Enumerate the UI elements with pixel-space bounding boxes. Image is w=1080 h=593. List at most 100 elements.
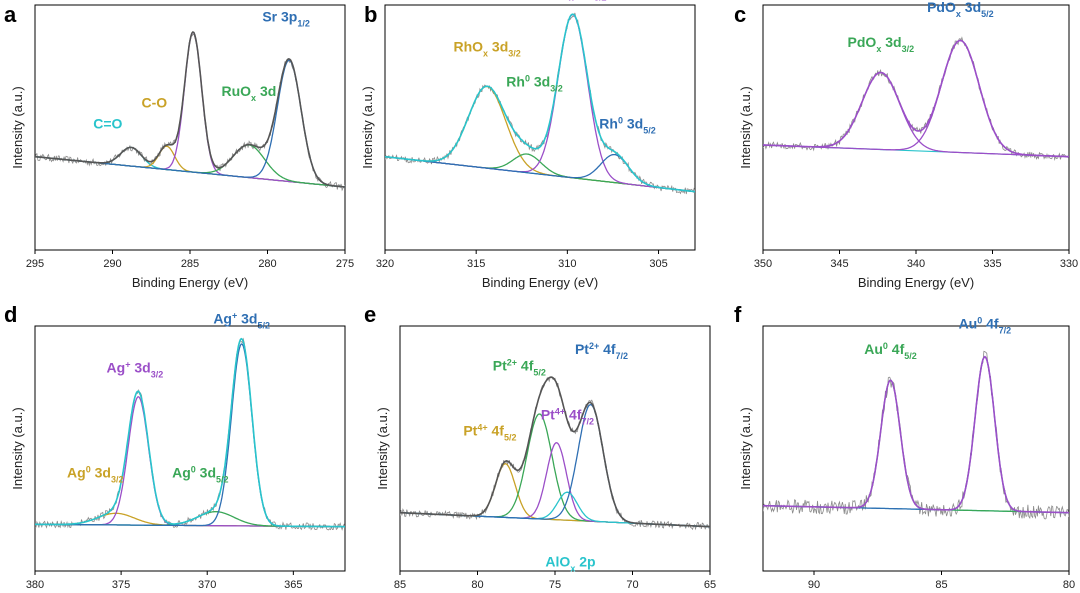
peak-annotation-e2: Pt4+ 4f7/2 — [541, 406, 594, 426]
x-tick-label: 335 — [983, 258, 1001, 270]
fit-peak-4 — [400, 403, 710, 528]
plot-area — [400, 376, 710, 531]
panel-letter: c — [734, 2, 746, 27]
peak-annotation-d0: Ag0 3d3/2 — [67, 465, 123, 485]
plot-area — [763, 36, 1069, 161]
peak-annotation-a0: C=O — [93, 116, 122, 132]
x-tick-label: 90 — [808, 579, 820, 591]
fit-peak-2 — [385, 13, 695, 193]
raw-data-line — [763, 36, 1069, 161]
y-axis-label: Intensity (a.u.) — [360, 86, 375, 168]
plot-frame — [34, 325, 346, 572]
peak-annotation-b3: Rh0 3d5/2 — [599, 116, 655, 136]
peak-annotation-a4: Sr 3p1/2 — [262, 8, 310, 28]
x-tick-label: 310 — [558, 258, 576, 270]
x-tick-label: 80 — [1063, 579, 1075, 591]
x-tick-label: 370 — [198, 579, 216, 591]
peak-annotation-b2: RhOx 3d5/2 — [539, 0, 606, 3]
fit-peak-1 — [763, 39, 1069, 158]
plot-frame — [762, 325, 1070, 572]
peak-annotation-e0: Pt2+ 4f5/2 — [493, 357, 546, 377]
panel-letter: a — [4, 2, 17, 27]
fit-peak-1 — [35, 145, 345, 188]
peak-annotation-d3: Ag+ 3d5/2 — [213, 311, 270, 331]
fit-peak-0 — [385, 85, 695, 193]
x-tick-label: 285 — [181, 258, 199, 270]
fit-peak-1 — [763, 355, 1069, 514]
panel-a: a 295 290 285 280 275 Binding Energy (eV) Inten… — [4, 2, 354, 290]
fit-peak-3 — [35, 343, 345, 528]
fit-peak-3 — [400, 491, 710, 528]
x-axis-label: Binding Energy (eV) — [858, 275, 974, 290]
panel-letter: b — [364, 2, 377, 27]
x-tick-label: 275 — [336, 258, 354, 270]
fit-peak-2 — [35, 31, 345, 188]
peak-annotation-d2: Ag0 3d5/2 — [172, 465, 228, 485]
x-tick-label: 305 — [649, 258, 667, 270]
peak-annotation-a3: RuOx 3d — [221, 83, 276, 103]
fit-peak-1 — [35, 396, 345, 528]
x-tick-label: 280 — [258, 258, 276, 270]
panel-f: f908580Binding Energy (eV)Intensity (a.u… — [734, 302, 1075, 591]
fit-envelope — [35, 337, 345, 528]
panel-c: c 350 345 340 335 330 Binding Energy (eV) Inten… — [734, 0, 1078, 290]
peak-annotation-d1: Ag+ 3d3/2 — [107, 360, 164, 380]
peak-annotation-c0: PdOx 3d3/2 — [848, 34, 915, 54]
fit-peak-4 — [35, 59, 345, 188]
x-tick-label: 75 — [549, 579, 561, 591]
fit-envelope — [763, 355, 1069, 514]
plot-frame — [399, 325, 711, 572]
fit-peak-1 — [400, 413, 710, 528]
peak-annotation-e4: AlOx 2p — [545, 553, 595, 573]
x-tick-label: 70 — [626, 579, 638, 591]
raw-data-line — [385, 12, 695, 195]
x-tick-label: 330 — [1060, 258, 1078, 270]
x-tick-label: 340 — [907, 258, 925, 270]
raw-data-line — [35, 337, 345, 531]
x-tick-label: 350 — [754, 258, 772, 270]
x-tick-label: 85 — [394, 579, 406, 591]
plot-area — [385, 12, 695, 195]
x-tick-label: 320 — [376, 258, 394, 270]
peak-annotation-a1: C-O — [142, 95, 168, 111]
peak-annotation-b0: RhOx 3d3/2 — [453, 39, 520, 59]
raw-data-line — [763, 350, 1069, 520]
panel-b: b 320 315 310 305 Binding Energy (eV) Intensit… — [360, 0, 696, 290]
plot-area — [763, 350, 1069, 520]
fit-envelope — [400, 376, 710, 528]
x-tick-label: 380 — [26, 579, 44, 591]
fit-envelope — [35, 30, 345, 188]
x-axis-label: Binding Energy (eV) — [482, 275, 598, 290]
plot-area — [35, 30, 345, 192]
fit-envelope — [385, 13, 695, 193]
plot-area — [35, 337, 345, 531]
panel-letter: f — [734, 302, 742, 327]
peak-annotation-c1: PdOx 3d5/2 — [927, 0, 994, 19]
x-tick-label: 80 — [471, 579, 483, 591]
y-axis-label: Intensity (a.u.) — [10, 86, 25, 168]
y-axis-label: Intensity (a.u.) — [738, 86, 753, 168]
plot-frame — [384, 4, 696, 251]
panel-d: d380375370365Binding Energy (eV)Intensit… — [4, 302, 346, 591]
y-axis-label: Intensity (a.u.) — [738, 407, 753, 489]
raw-data-line — [35, 33, 345, 192]
panel-e: e8580757065Binding Energy (eV)Intensity … — [364, 302, 716, 591]
x-tick-label: 65 — [704, 579, 716, 591]
x-tick-label: 290 — [103, 258, 121, 270]
y-axis-label: Intensity (a.u.) — [10, 407, 25, 489]
x-tick-label: 315 — [467, 258, 485, 270]
fit-peak-0 — [35, 146, 345, 188]
x-tick-label: 345 — [830, 258, 848, 270]
x-axis-label: Binding Energy (eV) — [132, 275, 248, 290]
panel-letter: e — [364, 302, 376, 327]
x-tick-label: 365 — [284, 579, 302, 591]
panel-letter: d — [4, 302, 17, 327]
x-tick-label: 85 — [935, 579, 947, 591]
y-axis-label: Intensity (a.u.) — [375, 407, 390, 489]
peak-annotation-b1: Rh0 3d3/2 — [506, 74, 562, 94]
plot-frame — [762, 4, 1070, 251]
peak-annotation-f1: Au0 4f7/2 — [959, 315, 1012, 335]
x-tick-label: 295 — [26, 258, 44, 270]
